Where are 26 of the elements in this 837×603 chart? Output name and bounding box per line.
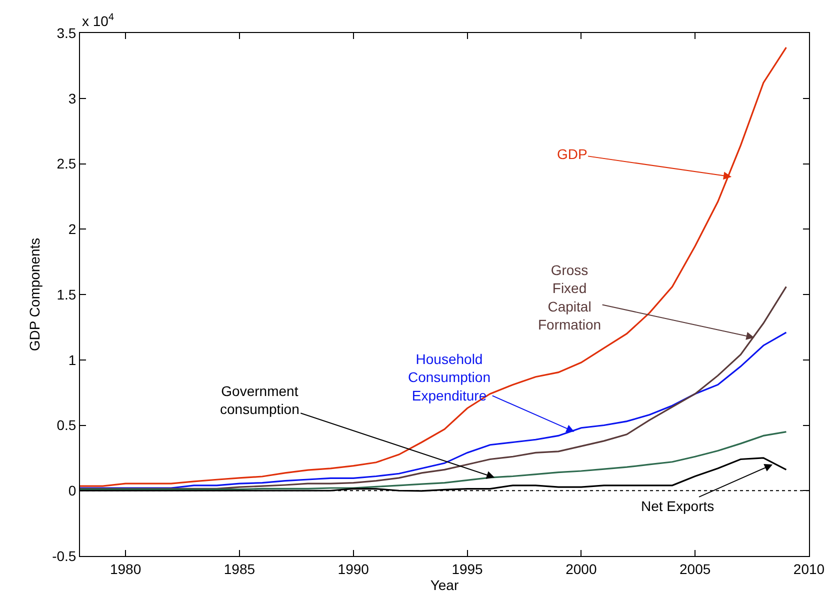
y-tick-label: 1.5 — [56, 286, 76, 302]
y-tick-label: 3.5 — [56, 24, 76, 41]
x-tick-label: 1990 — [338, 560, 370, 577]
y-tick-label: 0 — [68, 482, 76, 499]
y-tick-label: 3 — [68, 90, 76, 106]
annotation: Net Exports — [641, 498, 714, 514]
x-tick-label: 2000 — [566, 560, 597, 577]
text: x 10$^{4}$ — [82, 12, 114, 29]
y-tick-label: 0.5 — [56, 417, 76, 434]
line-series — [80, 46, 788, 487]
annotation: Household Consumption Expenditure — [408, 351, 490, 404]
annotation: GDP — [557, 146, 588, 162]
x-tick-label: 2010 — [793, 560, 825, 577]
x-tick-label: 1980 — [110, 560, 142, 577]
y-tick-label: 2.5 — [56, 156, 76, 172]
x-tick-label: 1995 — [452, 560, 484, 577]
y-tick-label: -0.5 — [52, 548, 76, 564]
y-tick-label: 1 — [68, 352, 76, 368]
line-series — [80, 332, 788, 489]
y-axis-title: GDP Components — [26, 238, 43, 352]
x-tick-label: 1985 — [224, 560, 256, 577]
annotation: Government consumption — [220, 383, 300, 418]
annotation: Gross Fixed Capital Formation — [538, 262, 602, 333]
y-tick-label: 2 — [68, 221, 76, 238]
x-axis-title: Year — [430, 577, 459, 594]
x-tick-label: 2005 — [680, 560, 711, 577]
